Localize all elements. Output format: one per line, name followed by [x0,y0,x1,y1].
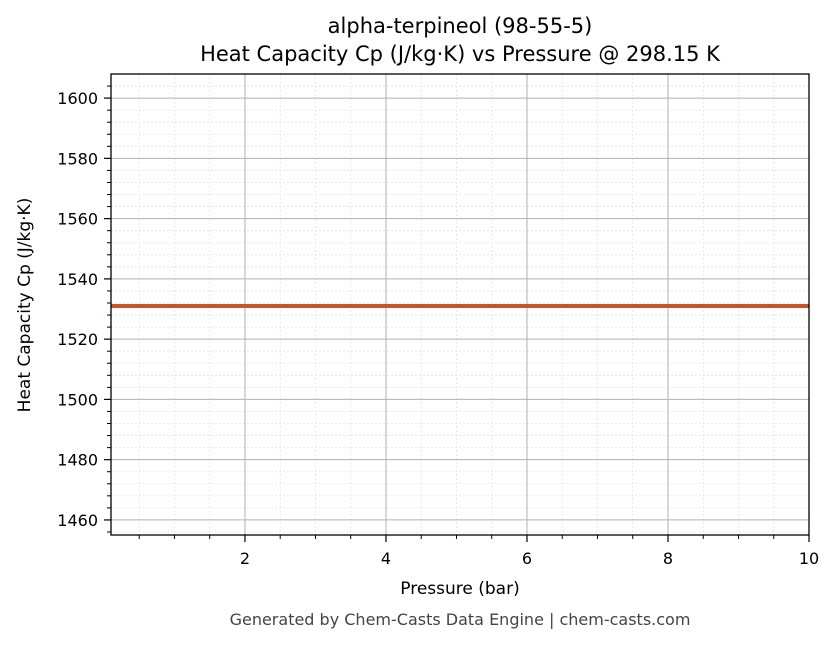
chart-subtitle: Heat Capacity Cp (J/kg·K) vs Pressure @ … [200,42,721,66]
ticks: 2 4 6 8 10 1460 1480 1500 1520 1540 1560 1580 1600 [57,85,819,568]
x-tick-label: 4 [381,549,391,568]
y-tick-label: 1480 [57,451,98,470]
y-tick-label: 1580 [57,149,98,168]
y-tick-label: 1460 [57,511,98,530]
chart-title: alpha-terpineol (98-55-5) [328,14,593,38]
grid [111,74,810,535]
y-tick-label: 1600 [57,89,98,108]
x-tick-label: 2 [240,549,250,568]
axes [110,73,810,536]
x-axis-label: Pressure (bar) [400,579,519,599]
x-tick-label: 10 [799,549,819,568]
y-tick-label: 1540 [57,270,98,289]
plot-frame [110,73,810,536]
x-tick-label: 8 [663,549,673,568]
y-tick-label: 1500 [57,390,98,409]
y-tick-label: 1520 [57,330,98,349]
x-tick-label: 6 [522,549,532,568]
footer-credit: Generated by Chem-Casts Data Engine | ch… [230,610,691,629]
y-tick-label: 1560 [57,210,98,229]
y-axis-label: Heat Capacity Cp (J/kg·K) [15,198,35,413]
